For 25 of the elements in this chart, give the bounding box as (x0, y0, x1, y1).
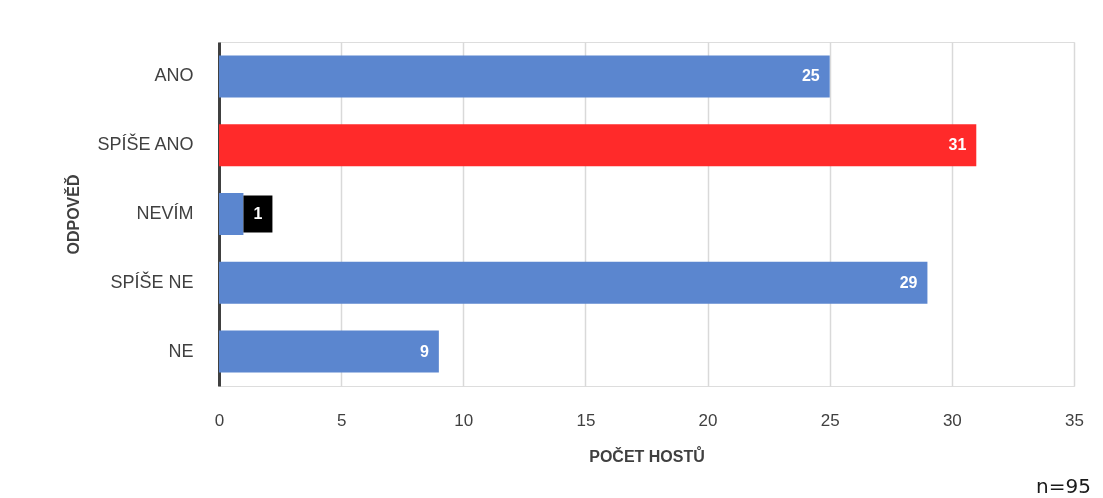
data-label: 1 (253, 205, 263, 222)
x-tick-label: 35 (1065, 410, 1084, 430)
text: n=95 (1036, 474, 1091, 498)
y-tick-label: NEVÍM (136, 203, 194, 223)
bar (219, 330, 439, 373)
data-label: 9 (419, 342, 429, 360)
y-tick-label: SPÍŠE NE (110, 270, 194, 292)
data-label: 25 (801, 67, 820, 85)
data-label: 29 (899, 273, 918, 291)
bar (219, 124, 977, 167)
x-tick-label: 0 (214, 410, 225, 430)
x-tick-label: 25 (820, 410, 840, 430)
y-tick-label: ANO (154, 65, 194, 86)
x-tick-label: 30 (942, 410, 962, 430)
x-tick-label: 15 (576, 410, 596, 430)
x-tick-label: 20 (698, 410, 718, 430)
bar (219, 55, 830, 98)
bar (219, 261, 928, 304)
data-label: 31 (948, 136, 967, 154)
x-axis-title: POČET HOSTŮ (589, 445, 705, 465)
y-axis-title: ODPOVĚĎ (64, 174, 83, 255)
x-tick-label: 5 (336, 410, 347, 430)
y-tick-label: SPÍŠE ANO (97, 133, 194, 155)
y-tick-label: NE (168, 340, 194, 361)
x-tick-label: 10 (454, 410, 474, 430)
